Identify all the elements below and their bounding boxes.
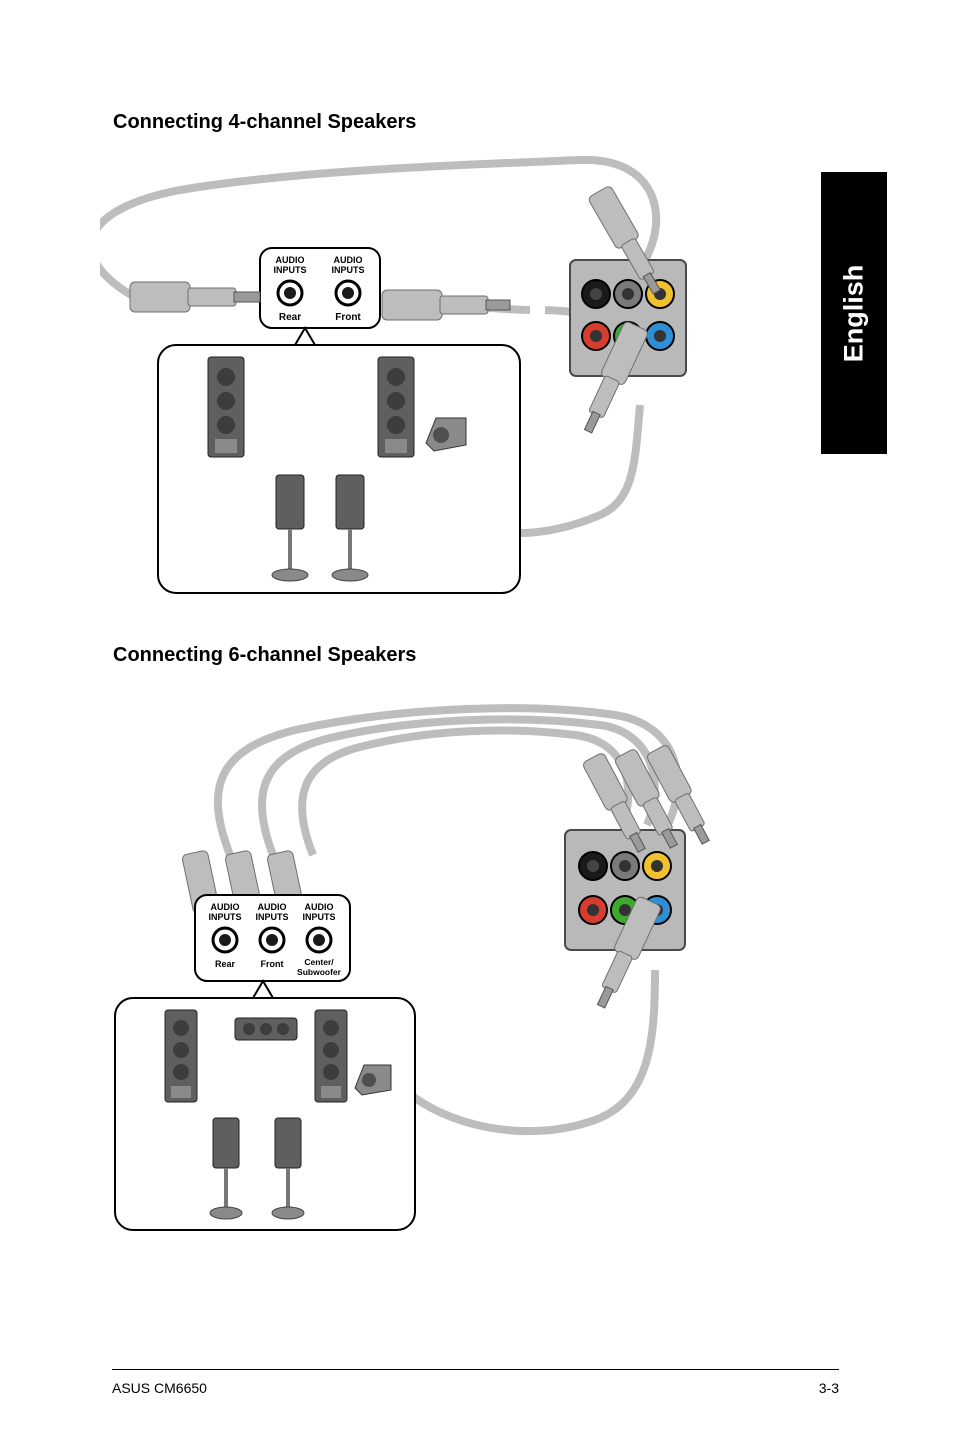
inputs-label: INPUTS [255,912,288,922]
footer-product: ASUS CM6650 [112,1380,207,1396]
inputs-label: INPUTS [273,265,306,275]
speaker-rear-right [315,1010,347,1102]
center-label: Center/ [304,957,334,967]
audio-input-box-6ch: AUDIO INPUTS Rear AUDIO INPUTS Front AUD… [195,895,350,981]
rear-label: Rear [215,959,236,969]
diagram-4channel: AUDIO INPUTS Rear AUDIO INPUTS Front [100,130,710,610]
audio-label: AUDIO [334,255,363,265]
audio-label: AUDIO [258,902,287,912]
audio-label: AUDIO [211,902,240,912]
inputs-label: INPUTS [208,912,241,922]
speaker-rear-left [165,1010,197,1102]
plug-front-4ch [382,290,510,320]
audio-label: AUDIO [305,902,334,912]
heading-6channel: Connecting 6-channel Speakers [113,644,416,667]
callout-pointer-4ch [295,328,315,345]
language-tab: English [821,172,887,454]
diagram-6channel: AUDIO INPUTS Rear AUDIO INPUTS Front AUD… [95,670,735,1250]
footer-page-number: 3-3 [819,1380,839,1396]
rear-label: Rear [279,312,301,323]
audio-label: AUDIO [276,255,305,265]
language-tab-label: English [839,264,870,362]
speakers-box-6ch [115,998,415,1230]
footer-divider [112,1369,839,1370]
speakers-box-4ch [158,345,520,593]
speaker-rear-right [378,357,414,457]
front-label: Front [335,312,361,323]
inputs-label: INPUTS [331,265,364,275]
inputs-label: INPUTS [302,912,335,922]
audio-input-box-4ch: AUDIO INPUTS Rear AUDIO INPUTS Front [260,248,380,328]
callout-pointer-6ch [253,981,273,998]
plug-left-4ch [130,282,260,312]
speaker-center [235,1018,297,1040]
cable-lower-6ch [405,970,655,1131]
subwoofer-label: Subwoofer [297,967,342,977]
speaker-rear-left [208,357,244,457]
front-label: Front [261,959,284,969]
